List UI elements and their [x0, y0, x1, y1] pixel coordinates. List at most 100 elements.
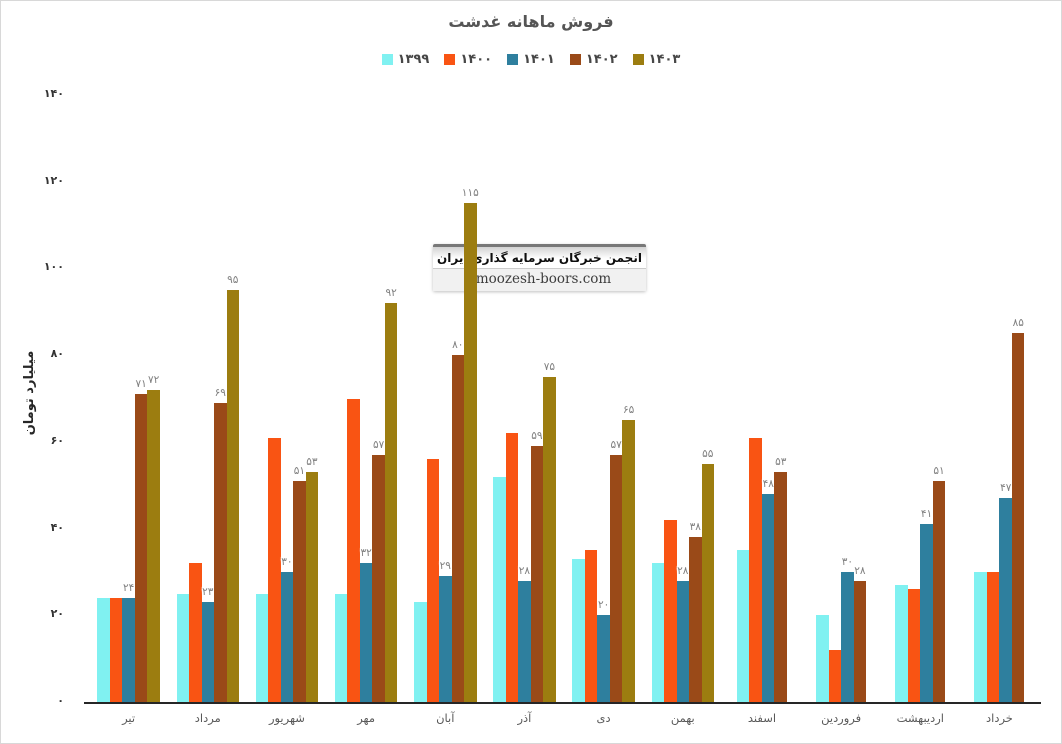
legend-swatch-1401 — [507, 53, 519, 65]
bar-group-10: ۳۰ ۲۸ — [802, 95, 881, 702]
data-label-1402-m12: ۸۵ — [1012, 317, 1024, 330]
legend-item-1399: ۱۳۹۹ — [381, 52, 429, 67]
data-label-1402-m4: ۵۷ — [372, 438, 385, 451]
bar-group-6: ۲۸ ۵۹ ۷۵ — [485, 95, 564, 702]
x-tick-month-8: بهمن — [670, 711, 695, 725]
bar-1403-m4: ۹۲ — [384, 287, 398, 702]
y-tick-140: ۱۴۰ — [43, 87, 64, 100]
bar-group-11: ۴۱ ۵۱ — [881, 95, 960, 702]
bar-1400-m2 — [189, 563, 202, 702]
watermark: انجمن خبرگان سرمایه گذاری ایران amoozesh… — [433, 244, 646, 291]
bar-1400-m9 — [749, 437, 762, 702]
bar-group-9: ۴۸ ۵۳ — [722, 95, 801, 702]
bar-1402-m2: ۶۹ — [214, 387, 227, 702]
bar-1401-m4: ۳۲ — [359, 547, 373, 702]
y-tick-40: ۴۰ — [50, 520, 64, 534]
data-label-1401-m10: ۳۰ — [841, 555, 854, 568]
watermark-association-name: انجمن خبرگان سرمایه گذاری ایران — [433, 247, 646, 268]
data-label-1402-m10: ۲۸ — [854, 564, 866, 577]
bar-1399-m10 — [816, 615, 829, 702]
bar-1402-m6: ۵۹ — [530, 430, 544, 702]
plot-area: ۲۴ ۷۱ ۷۲ ۲۳ ۶۹ ۹۵ ۳۰ ۵۱ ۵۳ ۳۲ ۵۷ ۹۲ ۲۹ ۸۰ ۱۱۵ ۲۸ ۵۹ ۷۵ ۲۰ ۵… — [89, 95, 1039, 702]
bar-1403-m8: ۵۵ — [701, 448, 715, 702]
bar-1403-m1: ۷۲ — [147, 374, 160, 702]
data-label-1402-m5: ۸۰ — [452, 339, 464, 352]
data-label-1401-m6: ۲۸ — [518, 564, 531, 577]
bar-1402-m7: ۵۷ — [609, 439, 623, 702]
bar-group-4: ۳۲ ۵۷ ۹۲ — [327, 95, 406, 702]
legend-swatch-1400 — [444, 53, 456, 65]
data-label-1402-m6: ۵۹ — [531, 430, 543, 443]
data-label-1401-m11: ۴۱ — [920, 508, 933, 521]
data-label-1403-m8: ۵۵ — [702, 447, 714, 460]
x-axis-labels: تیر مرداد شهریور مهر آبان آذر دی بهمن اسفند فرورد… — [89, 711, 1039, 725]
x-tick-month-10: فروردین — [821, 711, 862, 725]
bar-1403-m2: ۹۵ — [226, 274, 239, 702]
data-label-1401-m1: ۲۴ — [122, 581, 135, 594]
watermark-website: amoozesh-boors.com — [433, 268, 646, 291]
bar-group-8: ۲۸ ۳۸ ۵۵ — [643, 95, 722, 702]
bar-1399-m12 — [974, 571, 987, 702]
bar-1401-m10: ۳۰ — [841, 556, 854, 702]
bar-1400-m6 — [505, 433, 519, 702]
x-tick-month-6: آذر — [517, 711, 532, 725]
bar-1401-m1: ۲۴ — [122, 582, 135, 702]
data-label-1401-m12: ۴۷ — [1000, 482, 1012, 495]
bar-1400-m4 — [347, 398, 360, 702]
x-tick-month-9: اسفند — [747, 711, 777, 725]
bar-group-1: ۲۴ ۷۱ ۷۲ — [89, 95, 168, 702]
bar-1399-m3 — [255, 593, 269, 702]
y-tick-80: ۸۰ — [50, 347, 64, 361]
bar-1402-m10: ۲۸ — [853, 565, 867, 702]
x-tick-month-12: خرداد — [986, 711, 1013, 725]
data-label-1403-m5: ۱۱۵ — [461, 187, 479, 200]
bar-1402-m5: ۸۰ — [451, 339, 465, 702]
bar-1403-m7: ۶۵ — [622, 404, 635, 702]
x-tick-month-3: شهریور — [268, 711, 305, 725]
bar-1400-m1 — [109, 597, 123, 702]
data-label-1403-m4: ۹۲ — [385, 287, 397, 300]
bar-1400-m10 — [828, 649, 842, 702]
bar-1399-m1 — [97, 597, 110, 702]
legend-swatch-1403 — [632, 53, 644, 65]
y-tick-0: ۰ — [57, 694, 64, 707]
bar-1401-m7: ۲۰ — [597, 599, 610, 702]
bar-1400-m7 — [584, 550, 598, 702]
data-label-1402-m3: ۵۱ — [293, 464, 306, 477]
x-axis-line — [84, 702, 1041, 704]
data-label-1401-m2: ۲۳ — [202, 586, 214, 599]
data-label-1402-m9: ۵۳ — [775, 456, 787, 469]
y-tick-60: ۶۰ — [50, 433, 64, 447]
bar-1400-m12 — [986, 571, 1000, 702]
bar-1400-m11 — [907, 589, 921, 702]
bar-1399-m4 — [334, 593, 348, 702]
legend-swatch-1399 — [381, 53, 393, 65]
bar-1403-m6: ۷۵ — [543, 361, 556, 702]
bar-1401-m12: ۴۷ — [999, 482, 1012, 702]
legend-label-1400: ۱۴۰۰ — [460, 51, 493, 67]
data-label-1403-m7: ۶۵ — [622, 404, 635, 417]
bar-group-5: ۲۹ ۸۰ ۱۱۵ — [406, 95, 485, 702]
legend-item-1400: ۱۴۰۰ — [444, 52, 492, 67]
legend-label-1403: ۱۴۰۳ — [648, 51, 681, 67]
bar-group-3: ۳۰ ۵۱ ۵۳ — [247, 95, 326, 702]
bar-1402-m1: ۷۱ — [134, 378, 148, 702]
bar-1401-m2: ۲۳ — [201, 586, 214, 702]
bar-1400-m5 — [426, 459, 440, 702]
bar-1399-m8 — [651, 563, 665, 702]
y-tick-20: ۲۰ — [50, 607, 64, 621]
bar-1401-m3: ۳۰ — [280, 556, 294, 702]
bar-1403-m5: ۱۱۵ — [462, 187, 479, 702]
data-label-1402-m7: ۵۷ — [610, 438, 622, 451]
bar-group-12: ۴۷ ۸۵ — [960, 95, 1039, 702]
legend-item-1403: ۱۴۰۳ — [632, 51, 681, 67]
data-label-1401-m9: ۴۸ — [762, 477, 774, 490]
bar-1403-m3: ۵۳ — [305, 456, 319, 702]
bar-1401-m5: ۲۹ — [439, 560, 452, 702]
x-tick-month-5: آبان — [436, 711, 455, 725]
x-tick-month-1: تیر — [122, 711, 136, 725]
data-label-1403-m3: ۵۳ — [306, 456, 318, 469]
data-label-1402-m1: ۷۱ — [135, 378, 147, 391]
chart-title: فروش ماهانه غدشت — [448, 12, 614, 31]
